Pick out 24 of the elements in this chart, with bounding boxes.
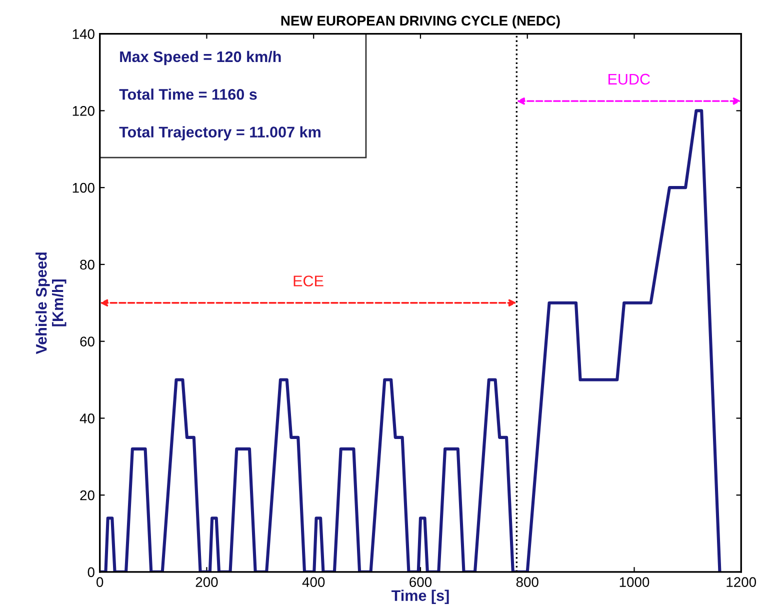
- y-tick-label: 140: [72, 29, 94, 39]
- annotation: Max Speed = 120 km/h: [120, 50, 281, 66]
- y-tick-label: 0: [88, 567, 94, 578]
- y-tick-label: 20: [80, 490, 94, 500]
- x-tick-label: 1200: [726, 577, 756, 588]
- y-tick-label: 120: [72, 106, 94, 116]
- y-tick-label: 40: [80, 414, 94, 424]
- annotation: ECE: [294, 276, 324, 286]
- y-tick-label: 60: [80, 336, 94, 346]
- y-tick-label: 80: [80, 260, 94, 270]
- x-tick-label: 800: [516, 577, 538, 588]
- annotation: Total Trajectory = 11.007 km: [119, 126, 320, 140]
- x-tick-label: 1000: [620, 577, 650, 588]
- chart-title: NEW EUROPEAN DRIVING CYCLE (NEDC): [281, 15, 560, 28]
- x-axis-title: Time [s]: [392, 590, 449, 604]
- y-tick-label: 100: [72, 182, 94, 193]
- x-tick-label: 200: [196, 577, 218, 588]
- annotation: Total Time = 1160 s: [119, 88, 257, 100]
- x-tick-label: 600: [410, 577, 432, 588]
- x-tick-label: 400: [302, 577, 325, 588]
- y-axis-title: Vehicle Speed [Km/h]: [36, 252, 66, 354]
- x-tick-label: 0: [96, 577, 104, 588]
- annotation: EUDC: [608, 74, 650, 85]
- line-series: [100, 109, 722, 572]
